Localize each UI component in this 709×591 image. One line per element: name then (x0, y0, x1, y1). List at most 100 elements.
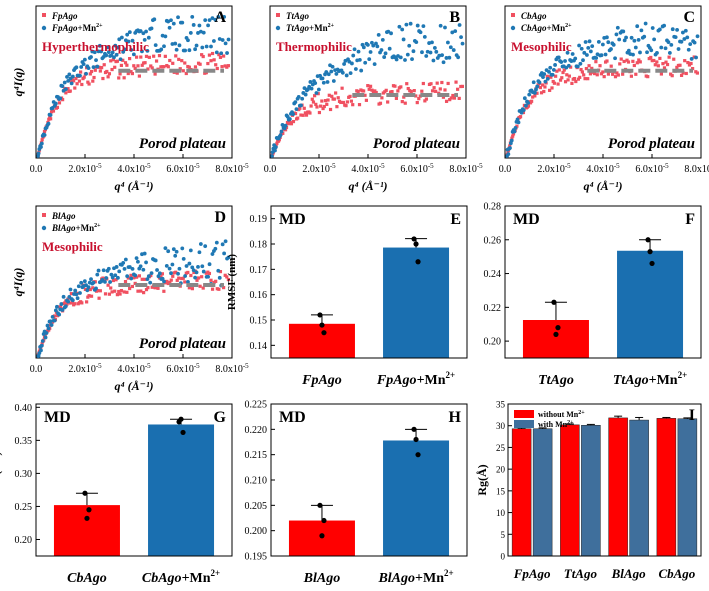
data-point-red (681, 71, 685, 75)
data-point-red (68, 89, 72, 93)
data-point-blue (296, 95, 301, 99)
data-point-red (634, 72, 638, 76)
data-point-blue (112, 55, 116, 60)
data-point-blue (136, 259, 140, 264)
data-point-red (417, 97, 421, 101)
data-point-red (566, 78, 570, 82)
data-point-blue (324, 70, 329, 74)
data-point-red (82, 75, 86, 79)
data-point-blue (450, 30, 455, 35)
data-point-red (87, 294, 91, 298)
panel-h: BlAgo BlAgo+Mn2+0.1950.2000.2050.2100.215… (245, 400, 468, 586)
data-point-blue (636, 37, 641, 42)
data-point-blue (550, 72, 555, 77)
data-point-red (154, 59, 159, 63)
data-point-red (198, 62, 202, 66)
data-point-blue (149, 271, 154, 276)
bar (656, 418, 677, 557)
data-point-blue (40, 339, 45, 343)
x-tick-label: 0.0 (30, 164, 43, 175)
replicate-point (178, 416, 184, 422)
data-point-red (586, 77, 590, 81)
data-point-blue (680, 30, 685, 35)
data-point-red (93, 68, 97, 72)
data-point-red (546, 75, 551, 79)
data-point-red (217, 287, 221, 291)
legend-label: TtAgo+Mn2+ (286, 23, 335, 33)
data-point-red (40, 138, 44, 142)
data-point-red (125, 290, 129, 294)
md-tag: MD (44, 409, 71, 426)
data-point-red (97, 296, 101, 300)
y-tick-label: 0.30 (15, 469, 33, 480)
data-point-red (429, 82, 433, 86)
data-point-blue (180, 246, 185, 251)
data-point-red (531, 95, 535, 99)
data-point-red (605, 59, 609, 63)
data-point-red (49, 117, 53, 121)
data-point-red (86, 80, 90, 84)
data-point-blue (39, 348, 43, 353)
data-point-blue (659, 45, 664, 50)
data-point-blue (424, 54, 429, 58)
data-point-red (165, 279, 169, 284)
x-tick-label: 0.0 (264, 164, 277, 175)
data-point-red (557, 68, 561, 72)
data-point-blue (167, 266, 172, 271)
legend-marker-blue (275, 25, 281, 31)
text-span: +Mn (415, 571, 444, 586)
replicate-point (411, 236, 417, 242)
data-point-red (613, 75, 618, 79)
data-point-red (218, 55, 223, 59)
data-point-blue (187, 48, 192, 53)
data-point-red (51, 109, 56, 113)
data-point-red (460, 84, 465, 88)
data-point-blue (214, 50, 219, 55)
category-label: CbAgo (658, 566, 695, 581)
data-point-blue (99, 49, 104, 54)
data-point-blue (570, 52, 575, 56)
data-point-blue (79, 65, 84, 69)
data-point-red (97, 65, 101, 69)
data-point-red (55, 105, 60, 109)
y-tick-label: 0.20 (484, 337, 502, 348)
data-point-red (291, 119, 296, 124)
data-point-blue (186, 38, 190, 43)
plot-frame (270, 205, 468, 359)
y-tick-label: 0.20 (15, 535, 33, 546)
data-point-red (75, 82, 79, 86)
data-point-blue (203, 244, 208, 249)
data-point-red (137, 274, 141, 278)
data-point-red (128, 286, 132, 291)
data-point-red (134, 275, 139, 279)
bar (629, 419, 649, 557)
data-point-red (215, 66, 219, 71)
data-point-blue (516, 120, 521, 125)
data-point-red (611, 72, 615, 76)
data-point-red (88, 287, 92, 292)
data-point-red (555, 69, 559, 73)
data-point-blue (521, 108, 526, 113)
data-point-blue (631, 52, 635, 57)
data-point-blue (303, 92, 308, 97)
data-point-red (587, 64, 591, 68)
data-point-red (311, 100, 316, 104)
data-point-red (340, 86, 344, 90)
data-point-blue (130, 38, 135, 43)
data-point-red (87, 82, 91, 86)
data-point-red (200, 53, 204, 57)
data-point-red (655, 60, 659, 64)
legend-marker-red (42, 213, 46, 217)
data-point-red (110, 290, 114, 294)
text-span: CbAgo (67, 571, 107, 586)
data-point-red (356, 89, 360, 94)
data-point-red (332, 97, 336, 101)
data-point-blue (164, 264, 169, 268)
data-point-red (226, 64, 231, 68)
text-span: CbAgo (521, 23, 547, 33)
plot-frame (35, 403, 233, 557)
data-point-red (130, 71, 134, 76)
data-point-blue (356, 49, 361, 54)
data-point-blue (403, 58, 407, 62)
data-point-blue (532, 90, 537, 95)
